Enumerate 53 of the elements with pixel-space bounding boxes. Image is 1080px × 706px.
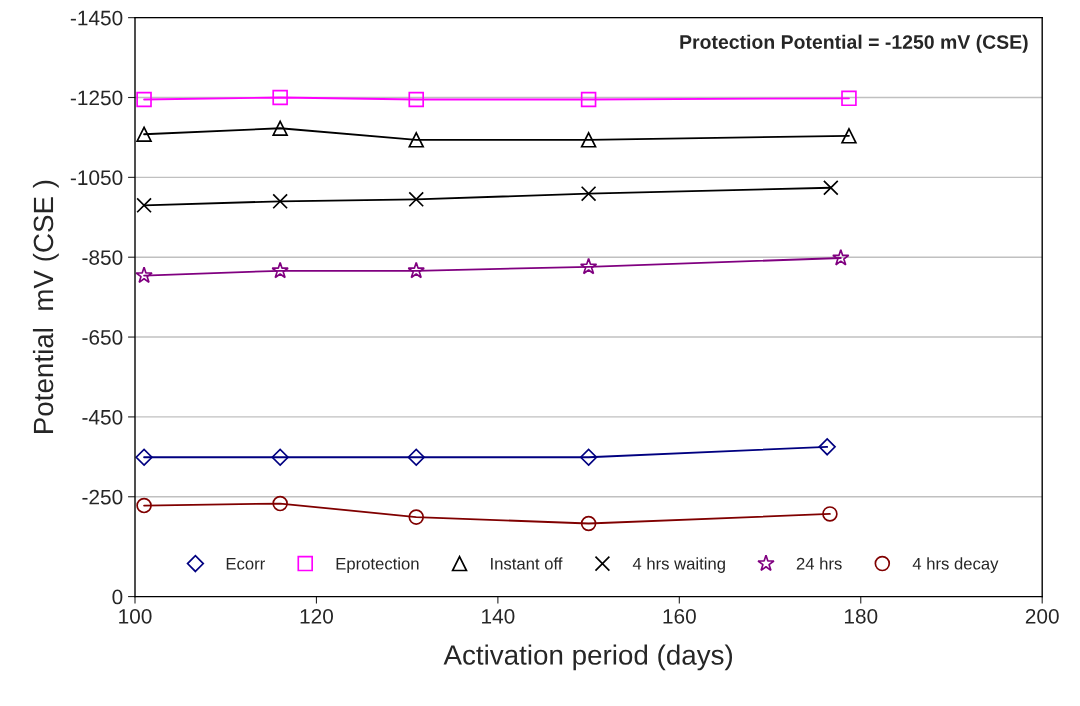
point: [272, 120, 288, 137]
y-tick-label: -1450: [70, 10, 123, 26]
point: [136, 91, 152, 108]
point: [136, 497, 152, 514]
point: [272, 193, 288, 210]
point: [579, 257, 598, 275]
point: [136, 197, 152, 214]
point: [271, 448, 289, 466]
point: [580, 91, 597, 108]
x-tick-label: 180: [844, 608, 878, 624]
point: [818, 438, 836, 456]
point: [272, 89, 288, 106]
y-tick-label: -1050: [70, 170, 123, 186]
point: [580, 132, 597, 148]
legend-label: 24 hrs: [796, 557, 842, 570]
annotation: Protection Potential = -1250 mV (CSE): [680, 34, 1028, 53]
y-tick-label: -650: [82, 330, 123, 345]
point: [841, 128, 857, 144]
legend-label: Ecorr: [226, 557, 265, 570]
point: [271, 261, 289, 279]
point: [408, 132, 425, 148]
y-tick-label: -1250: [70, 90, 123, 106]
y-axis-title: Potential mV (CSE ): [32, 180, 59, 433]
y-tick-label: -250: [82, 489, 123, 505]
point: [822, 506, 838, 522]
x-axis-title: Activation period (days): [443, 644, 733, 671]
point: [823, 179, 839, 196]
point: [408, 91, 425, 108]
legend-label: 4 hrs decay: [912, 557, 999, 573]
legend-label: Eprotection: [336, 557, 419, 573]
point: [407, 261, 425, 279]
point: [408, 509, 425, 525]
point: [579, 448, 598, 466]
point: [407, 448, 425, 466]
x-tick-label: 160: [663, 608, 696, 624]
point: [841, 90, 857, 107]
x-tick-label: 100: [119, 608, 152, 624]
point: [408, 191, 425, 208]
point: [580, 515, 597, 532]
legend-label: Instant off: [491, 557, 563, 570]
x-tick-label: 140: [482, 608, 515, 624]
point: [832, 248, 850, 266]
point: [580, 185, 597, 202]
point: [135, 448, 153, 466]
x-tick-label: 200: [1025, 608, 1059, 624]
point: [135, 266, 153, 284]
legend-label: 4 hrs waiting: [632, 557, 725, 573]
y-tick-label: -450: [82, 409, 123, 425]
point: [272, 495, 288, 512]
y-tick-label: -850: [82, 250, 123, 265]
point: [136, 126, 152, 143]
x-tick-label: 120: [300, 608, 334, 624]
y-tick-label: 0: [112, 589, 123, 605]
